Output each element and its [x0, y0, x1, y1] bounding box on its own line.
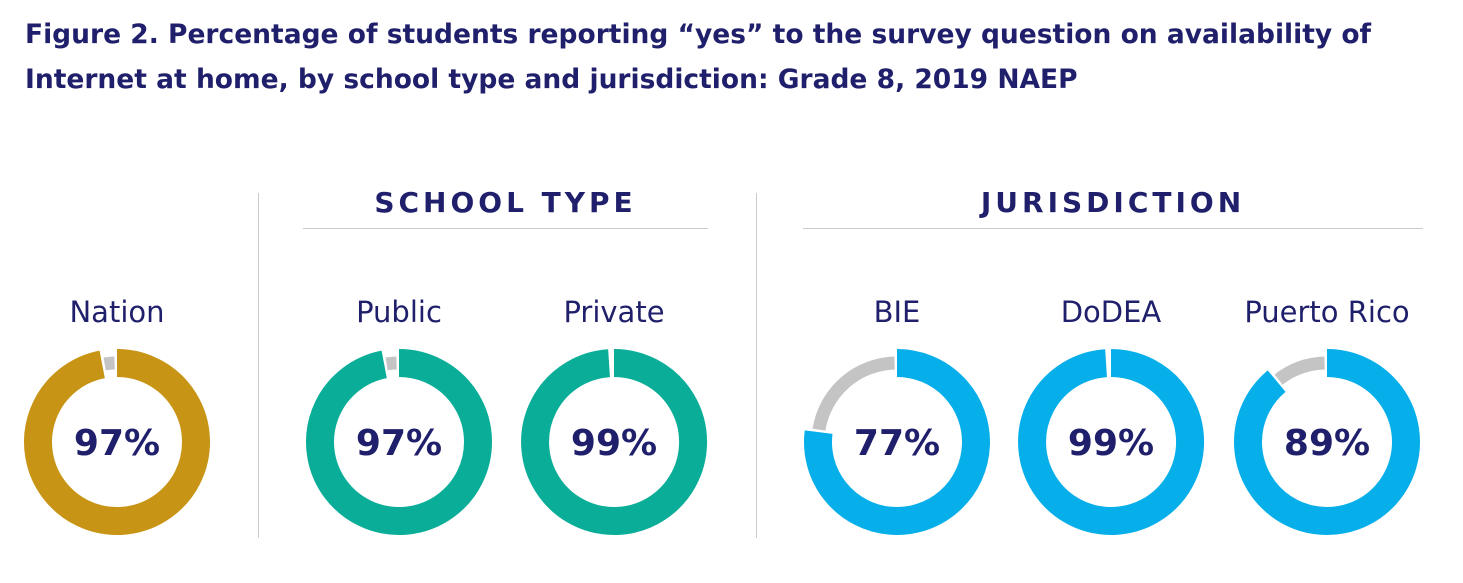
category-label-dodea: DoDEA	[1061, 295, 1162, 329]
category-label-public: Public	[356, 295, 442, 329]
category-label-puerto-rico: Puerto Rico	[1244, 295, 1409, 329]
value-label-nation: 97%	[74, 423, 160, 464]
value-label-public: 97%	[356, 423, 442, 464]
donut-segment-puerto-rico	[1234, 349, 1420, 535]
value-label-puerto-rico: 89%	[1284, 423, 1370, 464]
group-rule-school-type	[303, 228, 708, 229]
value-label-private: 99%	[571, 423, 657, 464]
group-header-school-type: SCHOOL TYPE	[374, 186, 637, 219]
donut-remainder-bie	[812, 356, 895, 431]
donut-segment-bie	[804, 349, 990, 535]
group-header-jurisdiction: JURISDICTION	[980, 186, 1246, 219]
category-label-nation: Nation	[69, 295, 164, 329]
donut-segment-private	[521, 349, 708, 535]
category-label-private: Private	[563, 295, 664, 329]
donut-remainder-puerto-rico	[1274, 356, 1325, 385]
donut-remainder-public	[385, 356, 397, 371]
donut-segment-public	[306, 349, 492, 535]
divider-school-type-jurisdiction	[756, 193, 757, 538]
donut-remainder-nation	[103, 356, 115, 371]
chart-title: Figure 2. Percentage of students reporti…	[25, 19, 1372, 95]
donut-segment-dodea	[1018, 349, 1205, 535]
value-label-bie: 77%	[854, 423, 940, 464]
group-rule-jurisdiction	[803, 228, 1423, 229]
category-label-bie: BIE	[874, 295, 921, 329]
divider-nation-school-type	[258, 193, 259, 538]
donut-segment-nation	[24, 349, 210, 535]
value-label-dodea: 99%	[1068, 423, 1154, 464]
